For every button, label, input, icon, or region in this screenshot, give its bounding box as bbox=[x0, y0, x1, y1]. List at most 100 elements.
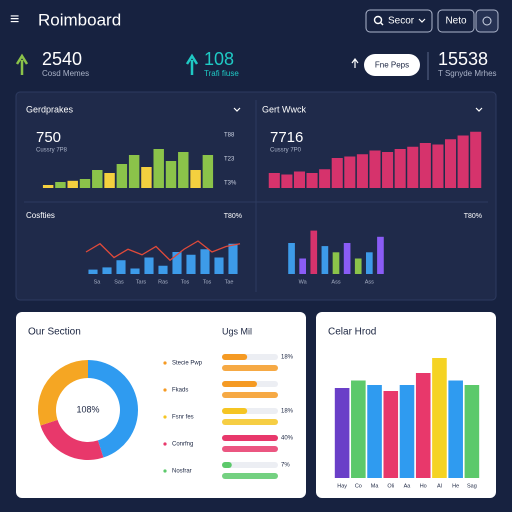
app-title: Roimboard bbox=[38, 10, 121, 29]
panel-value: 750 bbox=[36, 129, 61, 146]
panel-title: T80% bbox=[464, 213, 482, 220]
bar bbox=[382, 152, 394, 188]
trend-line bbox=[85, 240, 241, 262]
bar bbox=[79, 179, 91, 188]
menu-icon[interactable]: ≡ bbox=[10, 11, 19, 28]
bar bbox=[92, 170, 103, 188]
bar bbox=[116, 164, 128, 188]
x-tick-label: Tars bbox=[136, 279, 147, 285]
bar bbox=[158, 265, 168, 274]
bar bbox=[343, 243, 351, 274]
donut-segment bbox=[88, 360, 138, 458]
x-tick-label: Ma bbox=[371, 483, 380, 489]
bar bbox=[268, 173, 280, 188]
bar bbox=[369, 150, 381, 188]
action-label: Fne Peps bbox=[375, 61, 409, 70]
row-bar-secondary bbox=[222, 365, 278, 371]
bar bbox=[332, 252, 340, 274]
row-bar-secondary bbox=[222, 446, 278, 452]
panel-value: 7716 bbox=[270, 129, 303, 146]
legend-dot bbox=[163, 469, 167, 473]
x-tick-label: Al bbox=[437, 483, 442, 489]
x-tick-label: Wa bbox=[299, 279, 308, 285]
panel-caption: Cussry 7P0 bbox=[270, 148, 302, 154]
axis-label: T88 bbox=[224, 133, 235, 139]
bar bbox=[415, 373, 431, 478]
row-bar bbox=[222, 462, 232, 468]
panel-badge: T80% bbox=[224, 213, 242, 220]
x-tick-label: Sa bbox=[94, 279, 102, 285]
donut-center: 108% bbox=[76, 404, 99, 414]
bar bbox=[383, 391, 399, 478]
bar bbox=[310, 230, 318, 274]
x-tick-label: Tos bbox=[203, 279, 212, 285]
row-value: 40% bbox=[281, 436, 294, 442]
bar bbox=[42, 185, 54, 188]
donut-segment bbox=[40, 419, 104, 460]
search-icon bbox=[373, 15, 383, 25]
stat-label: Trafi fiuse bbox=[204, 69, 239, 78]
bar bbox=[88, 269, 98, 274]
bar bbox=[331, 158, 343, 188]
bar bbox=[293, 171, 306, 188]
chevron[interactable] bbox=[475, 107, 483, 112]
bar bbox=[144, 257, 154, 274]
row-bar-secondary bbox=[222, 473, 278, 479]
profile-button[interactable] bbox=[475, 9, 499, 33]
bar bbox=[344, 156, 356, 188]
bar bbox=[141, 167, 152, 188]
search-label: Secor bbox=[388, 16, 415, 27]
bar bbox=[444, 139, 457, 188]
legend-dot bbox=[163, 388, 167, 392]
bar bbox=[351, 380, 366, 478]
legend-dot bbox=[163, 442, 167, 446]
row-label: Stecie Pwp bbox=[172, 361, 203, 367]
bar bbox=[200, 249, 210, 274]
chevron[interactable] bbox=[233, 107, 241, 112]
x-tick-label: Oli bbox=[387, 483, 394, 489]
stat-label: T Sgnyde Mrhes bbox=[438, 69, 497, 78]
row-bar bbox=[222, 354, 248, 360]
x-tick-label: Ass bbox=[331, 279, 340, 285]
bar bbox=[306, 173, 318, 188]
bar bbox=[419, 143, 431, 188]
bar bbox=[366, 252, 373, 274]
bar bbox=[178, 152, 189, 188]
x-tick-label: Co bbox=[355, 483, 362, 489]
panel-title: Cosfties bbox=[26, 211, 55, 220]
bar bbox=[228, 243, 238, 274]
bar bbox=[116, 260, 126, 274]
legend-dot bbox=[163, 415, 167, 419]
bar bbox=[104, 173, 115, 188]
bar bbox=[470, 131, 482, 188]
row-bar bbox=[222, 408, 248, 414]
axis-label: T3% bbox=[224, 181, 237, 187]
bar bbox=[321, 246, 329, 274]
search-button[interactable] bbox=[365, 9, 433, 33]
chevron bbox=[418, 18, 426, 23]
bar bbox=[399, 385, 415, 478]
row-bar-secondary bbox=[222, 392, 278, 398]
row-bar bbox=[222, 435, 278, 441]
bar bbox=[55, 182, 66, 188]
bar bbox=[334, 388, 350, 478]
up-arrow bbox=[185, 53, 199, 75]
stat-value: 2540 bbox=[42, 49, 82, 69]
x-tick-label: Aa bbox=[404, 483, 412, 489]
bar bbox=[67, 180, 78, 188]
row-track bbox=[222, 462, 278, 468]
bar bbox=[367, 385, 382, 478]
up-arrow bbox=[15, 53, 29, 75]
bar bbox=[153, 149, 164, 188]
stat-value: 108 bbox=[204, 49, 234, 69]
section-title: Our Section bbox=[28, 327, 81, 338]
bar bbox=[407, 146, 419, 188]
panel-caption: Cussry 7P8 bbox=[36, 148, 68, 154]
bar bbox=[130, 268, 140, 274]
neto-button[interactable] bbox=[437, 9, 475, 33]
action-button[interactable] bbox=[364, 54, 420, 76]
x-tick-label: Tos bbox=[181, 279, 190, 285]
row-label: Conrfng bbox=[172, 442, 193, 448]
x-tick-label: Hay bbox=[337, 483, 347, 489]
